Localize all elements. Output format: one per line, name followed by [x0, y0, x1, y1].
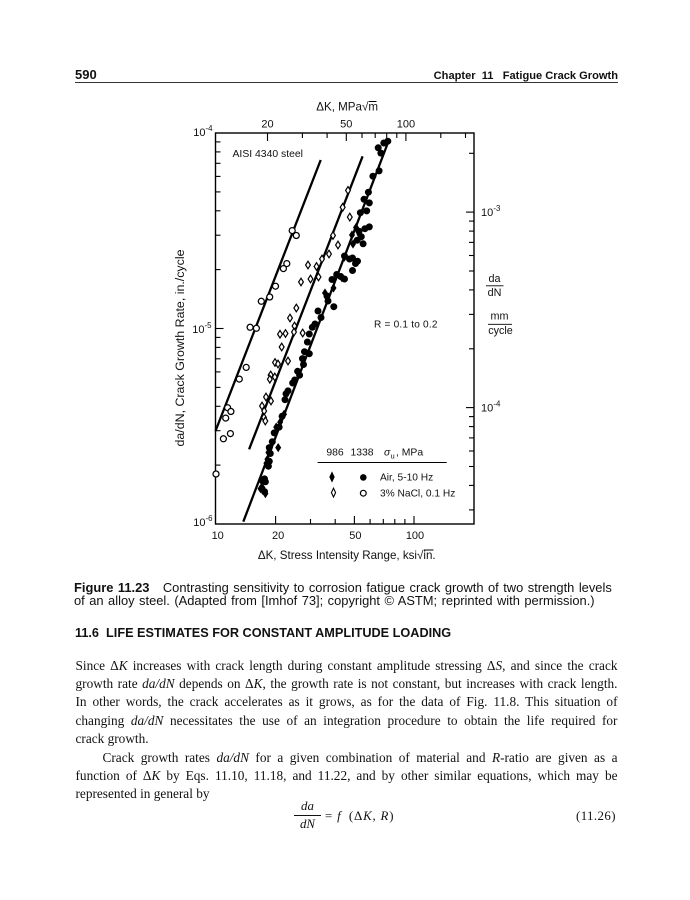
svg-text:50: 50: [349, 530, 361, 542]
svg-text:10: 10: [481, 207, 493, 219]
svg-text:20: 20: [261, 119, 273, 131]
svg-text:R = 0.1 to 0.2: R = 0.1 to 0.2: [374, 320, 438, 331]
svg-text:100: 100: [397, 119, 415, 131]
svg-text:σ: σ: [384, 448, 391, 459]
svg-text:100: 100: [406, 530, 424, 542]
svg-text:-5: -5: [205, 321, 213, 330]
svg-text:da: da: [488, 273, 500, 285]
svg-text:-3: -3: [493, 204, 501, 213]
svg-text:da/dN, Crack Growth Rate, in./: da/dN, Crack Growth Rate, in./cycle: [173, 249, 187, 446]
svg-text:50: 50: [340, 119, 352, 131]
svg-text:-4: -4: [493, 400, 501, 409]
svg-text:√in.: √in.: [417, 549, 436, 562]
svg-text:10: 10: [481, 403, 493, 415]
svg-text:10: 10: [193, 517, 205, 529]
svg-text:√m: √m: [362, 101, 378, 114]
svg-text:u: u: [391, 452, 395, 461]
svg-text:Air, 5-10 Hz: Air, 5-10 Hz: [380, 473, 433, 484]
svg-text:10: 10: [192, 324, 204, 336]
svg-text:dN: dN: [488, 287, 502, 299]
svg-text:cycle: cycle: [488, 325, 513, 337]
svg-text:1338: 1338: [350, 448, 373, 459]
svg-text:20: 20: [272, 530, 284, 542]
svg-text:AISI 4340 steel: AISI 4340 steel: [233, 149, 303, 160]
svg-text:, MPa: , MPa: [396, 448, 423, 459]
svg-text:-6: -6: [206, 514, 214, 523]
svg-text:ΔK, MPa: ΔK, MPa: [316, 101, 362, 114]
svg-text:3% NaCl, 0.1 Hz: 3% NaCl, 0.1 Hz: [380, 489, 455, 500]
svg-text:ΔK, Stress Intensity Range, ks: ΔK, Stress Intensity Range, ksi: [258, 549, 417, 562]
svg-text:-4: -4: [206, 124, 214, 133]
svg-text:986: 986: [326, 448, 344, 459]
svg-text:mm: mm: [491, 311, 509, 323]
svg-text:10: 10: [193, 127, 205, 139]
svg-text:10: 10: [212, 530, 224, 542]
